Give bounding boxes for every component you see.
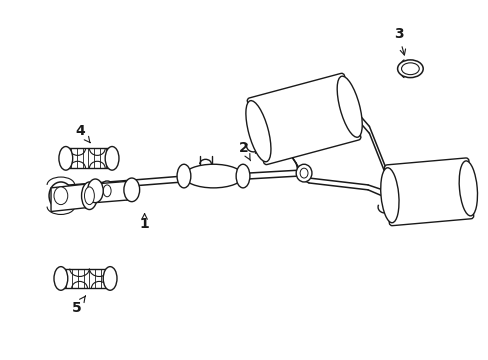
Ellipse shape xyxy=(54,187,68,204)
Ellipse shape xyxy=(49,182,73,210)
Ellipse shape xyxy=(397,60,422,78)
Text: 3: 3 xyxy=(393,27,405,55)
Polygon shape xyxy=(61,269,110,288)
Ellipse shape xyxy=(84,187,94,204)
Polygon shape xyxy=(95,181,131,203)
Ellipse shape xyxy=(296,164,311,182)
Ellipse shape xyxy=(236,164,249,188)
Ellipse shape xyxy=(103,267,117,290)
Ellipse shape xyxy=(81,182,97,210)
Text: 5: 5 xyxy=(72,296,85,315)
Ellipse shape xyxy=(87,179,103,203)
Text: 1: 1 xyxy=(140,214,149,231)
Ellipse shape xyxy=(59,147,73,170)
Ellipse shape xyxy=(105,147,119,170)
Ellipse shape xyxy=(245,101,270,162)
Ellipse shape xyxy=(177,164,190,188)
Ellipse shape xyxy=(300,168,307,178)
Text: 4: 4 xyxy=(76,124,90,143)
Polygon shape xyxy=(66,148,112,168)
Polygon shape xyxy=(51,184,87,212)
Ellipse shape xyxy=(103,185,111,197)
Ellipse shape xyxy=(380,168,398,223)
FancyBboxPatch shape xyxy=(247,73,360,165)
Ellipse shape xyxy=(123,178,140,202)
Ellipse shape xyxy=(401,63,418,75)
Text: 2: 2 xyxy=(239,141,250,161)
Ellipse shape xyxy=(337,76,362,137)
Ellipse shape xyxy=(54,267,68,290)
FancyBboxPatch shape xyxy=(384,158,473,226)
Ellipse shape xyxy=(458,161,476,216)
Ellipse shape xyxy=(99,181,115,201)
Ellipse shape xyxy=(183,164,243,188)
